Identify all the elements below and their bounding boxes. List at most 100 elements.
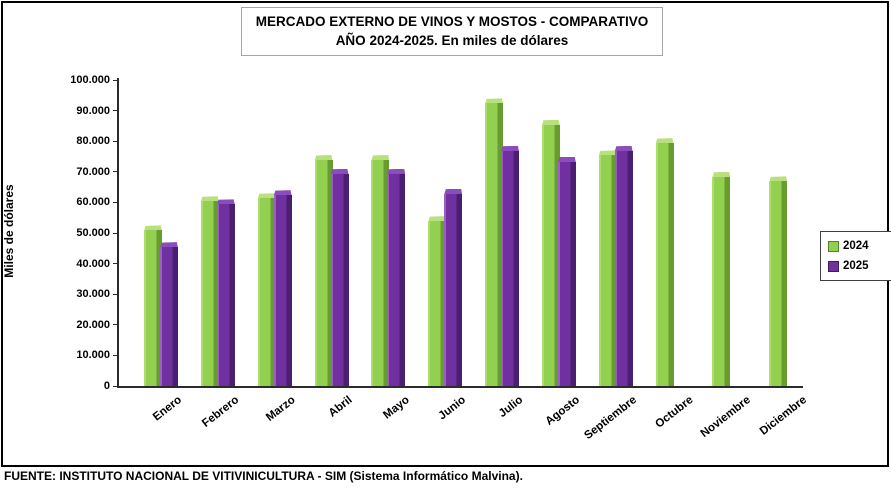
bar-cap	[557, 156, 576, 163]
bar-2024-mayo	[371, 154, 390, 386]
bar-cap	[216, 199, 235, 206]
bar-body	[501, 150, 519, 386]
y-tick-mark	[113, 171, 118, 173]
y-tick-label: 60.000	[76, 196, 110, 209]
bar-2024-junio	[428, 216, 447, 386]
y-tick-mark	[113, 79, 118, 81]
bar-2024-noviembre	[712, 171, 731, 386]
bar-body	[598, 155, 617, 386]
y-tick-label: 100.000	[70, 74, 110, 86]
bar-cap	[371, 154, 390, 161]
bar-body	[314, 159, 333, 386]
bar-cap	[428, 216, 447, 223]
bar-2024-enero	[144, 225, 162, 386]
bar-body	[387, 173, 406, 386]
bar-body	[769, 181, 788, 386]
legend: 2024 2025	[820, 231, 891, 281]
bar-body	[160, 247, 178, 386]
bar-2024-diciembre	[769, 176, 788, 386]
bar-cap	[614, 145, 633, 152]
bar-cap	[160, 242, 178, 249]
bar-2024-febrero	[200, 196, 219, 386]
source-note: FUENTE: INSTITUTO NACIONAL DE VITIVINICU…	[4, 469, 523, 483]
bar-2025-marzo	[273, 190, 292, 386]
bar-cap	[501, 145, 519, 152]
y-tick-mark	[113, 201, 118, 203]
legend-swatch-2025-icon	[828, 260, 839, 272]
bar-cap	[444, 188, 463, 195]
bar-body	[557, 161, 576, 386]
x-axis-line	[117, 386, 803, 388]
bar-cap	[330, 168, 349, 175]
legend-swatch-2024-icon	[828, 240, 839, 252]
legend-item-2024: 2024	[828, 240, 891, 252]
bar-body	[428, 221, 447, 386]
bar-2024-marzo	[257, 193, 276, 386]
y-tick-label: 80.000	[76, 135, 110, 148]
bar-2025-junio	[444, 188, 463, 386]
bar-body	[371, 159, 390, 386]
bar-body	[144, 230, 162, 386]
bar-body	[485, 103, 503, 386]
bar-cap	[273, 190, 292, 197]
bar-2025-febrero	[216, 199, 235, 386]
y-tick-mark	[113, 263, 118, 265]
bar-cap	[314, 154, 333, 161]
y-tick-mark	[113, 140, 118, 142]
y-tick-mark	[113, 110, 118, 112]
y-tick-mark	[113, 324, 118, 326]
bar-2025-abril	[330, 168, 349, 386]
bar-2024-julio	[485, 98, 503, 386]
bar-body	[216, 204, 235, 386]
chart-title-box: MERCADO EXTERNO DE VINOS Y MOSTOS - COMP…	[241, 7, 663, 56]
y-tick-label: 0	[103, 380, 110, 392]
bar-2025-agosto	[557, 156, 576, 386]
y-tick-label: 30.000	[76, 288, 110, 301]
bar-cap	[144, 225, 162, 232]
y-tick-mark	[113, 354, 118, 356]
chart-subtitle: AÑO 2024-2025. En miles de dólares	[335, 33, 569, 48]
y-tick-label: 40.000	[76, 257, 110, 270]
y-axis-line	[117, 78, 119, 387]
bar-2025-mayo	[387, 168, 406, 386]
bar-cap	[655, 138, 674, 145]
bar-cap	[598, 150, 617, 157]
bar-body	[712, 176, 731, 386]
y-tick-mark	[113, 232, 118, 234]
bar-body	[444, 193, 463, 386]
bar-cap	[387, 168, 406, 175]
legend-label-2024: 2024	[843, 240, 869, 252]
y-tick-label: 50.000	[76, 227, 110, 239]
bar-body	[330, 173, 349, 386]
bar-2025-julio	[501, 145, 519, 386]
y-tick-label: 20.000	[76, 318, 110, 331]
y-tick-mark	[113, 293, 118, 295]
bar-body	[614, 150, 633, 386]
bar-body	[257, 198, 276, 386]
y-tick-label: 90.000	[76, 104, 110, 117]
bar-cap	[485, 98, 503, 105]
y-tick-mark	[113, 385, 118, 387]
legend-item-2025: 2025	[828, 260, 891, 272]
bar-body	[655, 143, 674, 386]
y-axis-title: Miles de dólares	[2, 184, 16, 278]
bar-body	[200, 201, 219, 386]
chart-title: MERCADO EXTERNO DE VINOS Y MOSTOS - COMP…	[255, 14, 649, 29]
bar-cap	[769, 176, 788, 183]
bar-cap	[200, 196, 219, 203]
bar-body	[541, 124, 560, 386]
bar-2024-abril	[314, 154, 333, 386]
bar-2024-octubre	[655, 138, 674, 386]
bar-cap	[257, 193, 276, 200]
y-tick-label: 10.000	[76, 349, 110, 362]
bar-cap	[541, 119, 560, 126]
bar-body	[273, 195, 292, 386]
bar-2025-septiembre	[614, 145, 633, 386]
bar-cap	[712, 171, 731, 178]
bar-2024-agosto	[541, 119, 560, 386]
bar-2024-septiembre	[598, 150, 617, 386]
bar-2025-enero	[160, 242, 178, 386]
y-tick-label: 70.000	[76, 165, 110, 178]
legend-label-2025: 2025	[843, 260, 869, 272]
